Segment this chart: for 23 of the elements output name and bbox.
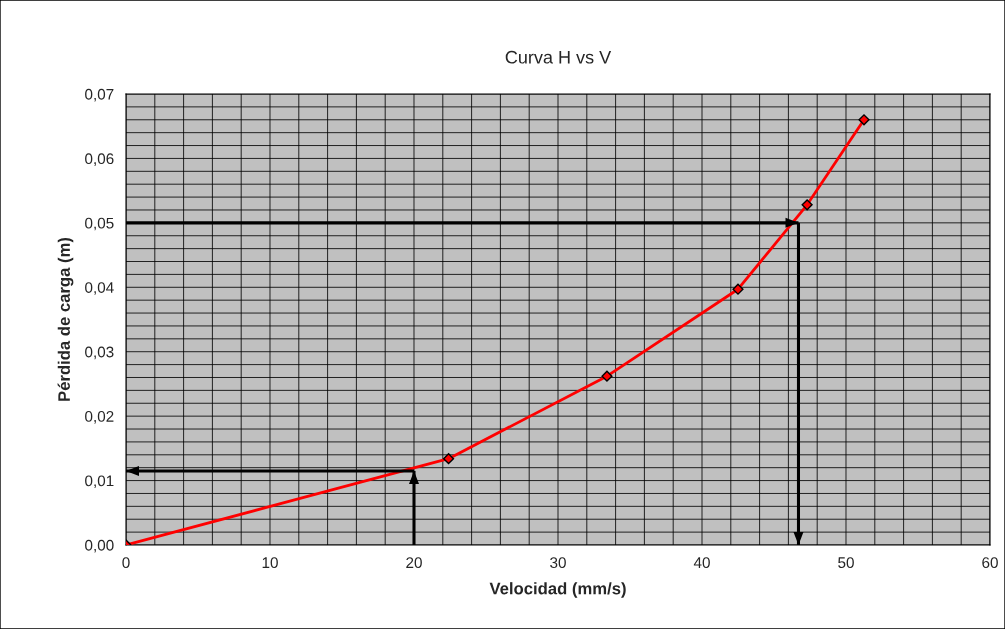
y-axis-title: Pérdida de carga (m) <box>57 237 74 401</box>
y-tick-label: 0,06 <box>85 153 114 166</box>
x-tick-label: 20 <box>406 557 422 569</box>
y-tick-label: 0,04 <box>85 282 114 295</box>
y-tick-label: 0,01 <box>85 475 114 489</box>
y-tick-label: 0,03 <box>85 346 114 360</box>
y-tick-label: 0,00 <box>85 539 114 553</box>
point <box>732 283 744 295</box>
y-tick-label: 0,02 <box>85 411 114 424</box>
point <box>858 114 870 126</box>
x-tick-label: 10 <box>262 557 278 569</box>
x-tick-label: 40 <box>693 557 710 569</box>
point <box>801 199 813 211</box>
chart-title: Curva H vs V <box>505 50 612 64</box>
x-axis-title: Velocidad (mm/s) <box>489 582 626 598</box>
x-tick-label: 30 <box>550 557 566 569</box>
x-tick-label: 60 <box>982 557 998 569</box>
x-tick-label: 0 <box>122 557 130 569</box>
point <box>442 453 455 465</box>
y-tick-label: 0,05 <box>85 217 114 231</box>
x-tick-label: 50 <box>838 557 854 569</box>
point <box>601 370 613 382</box>
y-tick-label: 0,07 <box>85 88 114 102</box>
